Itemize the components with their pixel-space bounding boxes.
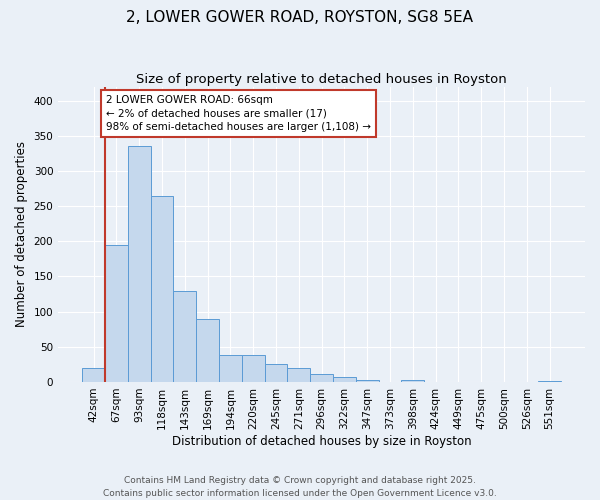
Text: 2, LOWER GOWER ROAD, ROYSTON, SG8 5EA: 2, LOWER GOWER ROAD, ROYSTON, SG8 5EA (127, 10, 473, 25)
Text: Contains HM Land Registry data © Crown copyright and database right 2025.
Contai: Contains HM Land Registry data © Crown c… (103, 476, 497, 498)
Bar (196, 318, 219, 382)
Title: Size of property relative to detached houses in Royston: Size of property relative to detached ho… (136, 72, 507, 86)
Y-axis label: Number of detached properties: Number of detached properties (15, 142, 28, 328)
Bar (105, 245, 128, 382)
Bar (310, 374, 333, 382)
Bar (219, 355, 242, 382)
Bar (333, 377, 356, 382)
Bar (401, 380, 424, 382)
Bar (287, 368, 310, 382)
Bar (173, 290, 196, 382)
Bar (265, 364, 287, 382)
X-axis label: Distribution of detached houses by size in Royston: Distribution of detached houses by size … (172, 434, 472, 448)
Bar (82, 368, 105, 382)
Bar (151, 196, 173, 382)
Bar (128, 146, 151, 382)
Bar (356, 380, 379, 382)
Bar (242, 355, 265, 382)
Bar (538, 380, 561, 382)
Text: 2 LOWER GOWER ROAD: 66sqm
← 2% of detached houses are smaller (17)
98% of semi-d: 2 LOWER GOWER ROAD: 66sqm ← 2% of detach… (106, 95, 371, 132)
